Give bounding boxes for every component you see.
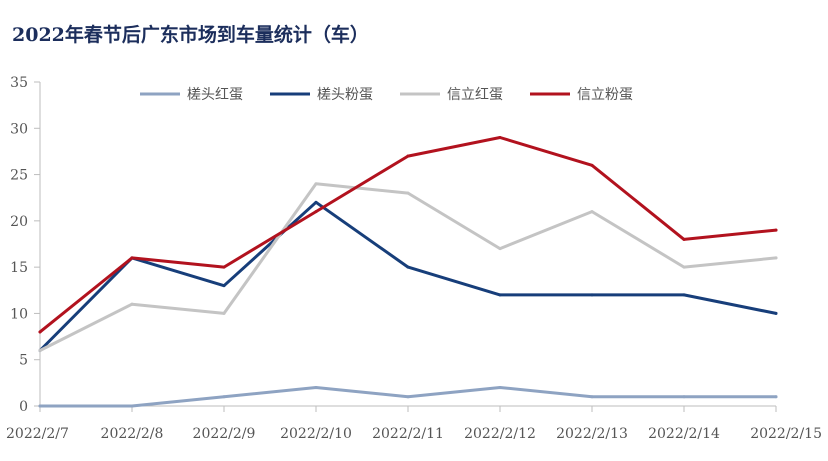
x-tick-label: 2022/2/9 [193,426,256,442]
x-tick-label: 2022/2/8 [101,426,164,442]
x-tick-label: 2022/2/12 [464,426,536,442]
data-point [38,330,42,334]
data-point [498,385,502,389]
y-tick-label: 5 [19,353,28,369]
y-tick-label: 25 [10,168,28,184]
data-point [222,395,226,399]
data-point [590,163,594,167]
data-point [314,210,318,214]
y-tick-label: 15 [10,260,28,276]
legend-label: 槎头红蛋 [187,87,243,103]
legend-label: 槎头粉蛋 [317,87,373,103]
y-tick-label: 0 [19,399,28,415]
data-point [682,237,686,241]
series-line [38,136,778,334]
data-point [38,404,42,408]
legend-label: 信立红蛋 [447,87,503,103]
data-point [590,210,594,214]
data-point [406,154,410,158]
data-point [774,395,778,399]
x-tick-label: 2022/2/7 [6,426,69,442]
data-point [498,247,502,251]
data-point [406,191,410,195]
data-point [498,136,502,140]
data-point [222,265,226,269]
x-tick-label: 2022/2/11 [372,426,444,442]
data-point [314,385,318,389]
y-tick-label: 20 [10,214,28,230]
x-tick-label: 2022/2/14 [648,426,720,442]
data-point [130,302,134,306]
legend-label: 信立粉蛋 [577,87,633,103]
chart-title: 2022年春节后广东市场到车量统计（车） [12,24,369,46]
data-point [590,293,594,297]
y-tick-label: 30 [10,121,28,137]
data-point [38,348,42,352]
y-tick-label: 10 [10,306,28,322]
data-point [590,395,594,399]
x-tick-label: 2022/2/13 [556,426,628,442]
data-point [406,265,410,269]
x-tick-label: 2022/2/10 [280,426,352,442]
data-point [682,293,686,297]
data-point [314,182,318,186]
data-point [774,256,778,260]
data-point [130,256,134,260]
data-point [774,311,778,315]
legend: 槎头红蛋 槎头粉蛋 信立红蛋 信立粉蛋 [140,87,633,103]
data-point [222,311,226,315]
data-point [406,395,410,399]
x-tick-label: 2022/2/15 [750,426,822,442]
data-point [222,284,226,288]
data-point [498,293,502,297]
data-point [774,228,778,232]
y-tick-label: 35 [10,75,28,91]
data-point [682,395,686,399]
data-point [682,265,686,269]
data-point [130,404,134,408]
data-point [314,200,318,204]
